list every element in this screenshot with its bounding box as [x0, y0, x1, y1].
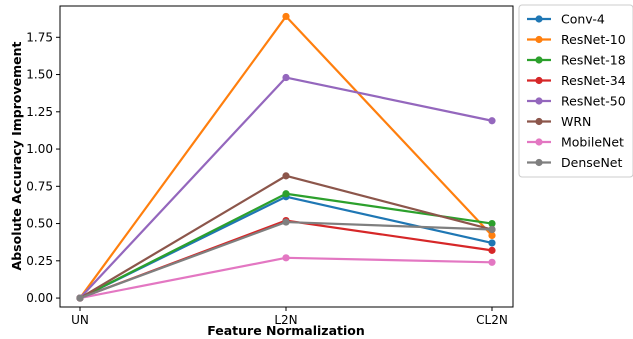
- data-point: [282, 190, 290, 198]
- y-tick-label: 0.00: [26, 291, 53, 305]
- legend-swatch-marker: [535, 56, 543, 64]
- legend-item: ResNet-18: [527, 53, 626, 68]
- legend-swatch-marker: [535, 117, 543, 126]
- legend-label: DenseNet: [561, 155, 622, 170]
- legend-item: WRN: [527, 114, 591, 129]
- y-tick-label: 0.25: [26, 254, 53, 268]
- legend-swatch-marker: [535, 138, 543, 146]
- legend-label: WRN: [561, 114, 591, 129]
- x-axis-label: Feature Normalization: [207, 323, 365, 338]
- legend-item: Conv-4: [527, 12, 605, 27]
- legend-item: ResNet-34: [527, 73, 626, 88]
- data-point: [282, 73, 290, 82]
- legend: Conv-4 ResNet-10 ResNet-18 ResNet-34 ResNet-…: [518, 4, 633, 178]
- y-tick-label: 0.75: [26, 179, 53, 193]
- y-tick-label: 1.25: [26, 105, 53, 119]
- y-axis-label: Absolute Accuracy Improvement: [9, 42, 24, 271]
- legend-swatch-marker: [535, 97, 543, 105]
- x-tick-label: CL2N: [476, 313, 508, 327]
- legend-label: Conv-4: [561, 12, 605, 27]
- legend-box: [518, 4, 633, 178]
- data-point: [488, 117, 496, 125]
- legend-item: DenseNet: [527, 155, 622, 170]
- data-point: [282, 254, 290, 262]
- legend-item: ResNet-10: [527, 32, 626, 47]
- legend-swatch-marker: [535, 15, 543, 23]
- legend-label: MobileNet: [561, 135, 624, 150]
- data-point: [488, 258, 496, 266]
- legend-swatch-marker: [535, 76, 543, 85]
- legend-swatch-marker: [535, 158, 543, 167]
- axes: 0.00 0.25 0.50 0.75 1.00 1.25 1.50 1.75 UN L2N CL2…: [26, 5, 514, 327]
- legend-swatch-marker: [535, 35, 543, 44]
- data-point: [282, 218, 290, 226]
- y-tick-label: 0.50: [26, 217, 53, 231]
- series-group: [76, 12, 496, 302]
- data-point: [488, 225, 496, 234]
- y-tick-label: 1.50: [26, 68, 53, 82]
- legend-label: ResNet-50: [561, 94, 626, 109]
- data-point: [488, 239, 496, 247]
- legend-label: ResNet-34: [561, 73, 626, 88]
- data-point: [76, 294, 84, 302]
- data-point: [488, 246, 496, 254]
- data-point: [282, 12, 290, 21]
- legend-label: ResNet-10: [561, 32, 626, 47]
- x-tick-label: UN: [71, 313, 89, 327]
- y-tick-label: 1.00: [26, 142, 53, 156]
- data-point: [282, 172, 290, 180]
- data-point: [488, 231, 496, 240]
- series-densenet: [76, 218, 496, 302]
- x-tick-label: L2N: [274, 313, 297, 327]
- legend-item: ResNet-50: [527, 94, 626, 109]
- y-tick-label: 1.75: [26, 30, 53, 44]
- data-point: [488, 219, 496, 228]
- legend-label: ResNet-18: [561, 53, 626, 68]
- legend-item: MobileNet: [527, 135, 624, 150]
